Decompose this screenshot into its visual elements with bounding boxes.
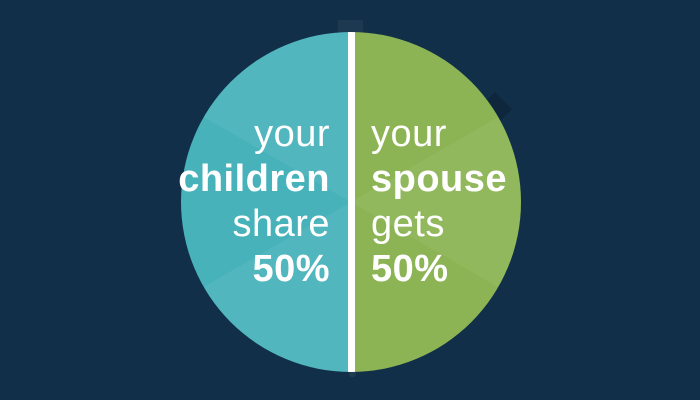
spouse-label-line: spouse <box>371 158 508 200</box>
children-label-line: your <box>254 113 330 155</box>
divider-shadow <box>349 368 356 377</box>
spouse-percent: 50% <box>371 248 449 290</box>
spouse-label: your spouse gets 50% <box>371 112 507 292</box>
spouse-label-line: your <box>371 113 447 155</box>
pie-divider <box>347 32 355 372</box>
children-label: your children share 50% <box>178 112 330 292</box>
spouse-label-line: gets <box>371 203 445 245</box>
pie-slice-children <box>181 32 351 372</box>
children-label-line: share <box>232 203 330 245</box>
children-label-line: children <box>178 158 330 200</box>
children-percent: 50% <box>252 248 330 290</box>
pie-slice-spouse <box>351 32 521 372</box>
